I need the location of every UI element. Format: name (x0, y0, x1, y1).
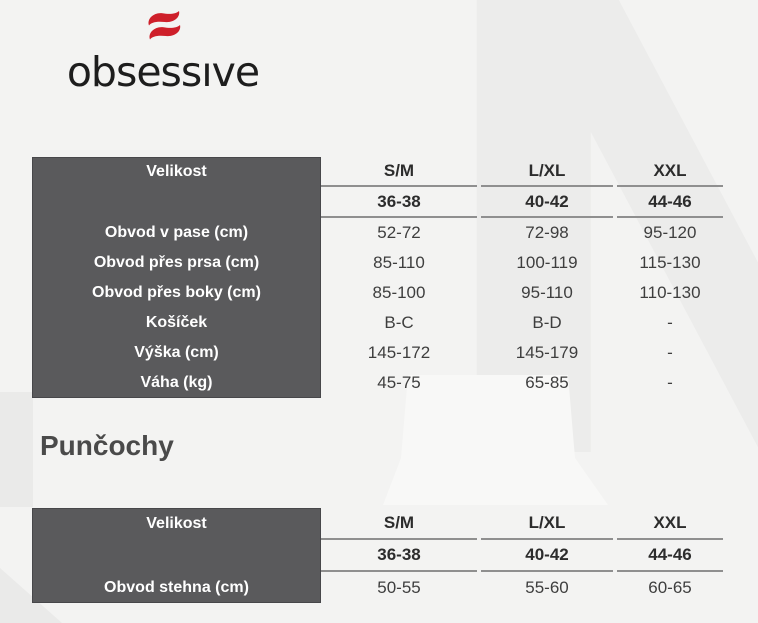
table-header-row: Velikost S/M L/XL XXL (32, 157, 723, 187)
value-sm: 50-55 (377, 577, 421, 597)
row-label: Obvod v pase (cm) (104, 224, 249, 241)
size-number-xxl: 44-46 (617, 540, 723, 572)
table2-header-label: Velikost (146, 515, 207, 532)
value-xxl: 110-130 (639, 283, 701, 302)
size-number-xxl: 44-46 (617, 187, 723, 218)
value-lxl: 72-98 (525, 223, 569, 242)
value-lxl: 95-110 (521, 283, 573, 302)
row-label: Výška (cm) (134, 344, 219, 361)
table-row-waist: Obvod v pase (cm) 52-72 72-98 95-120 (32, 218, 723, 248)
size-header-lxl: L/XL (481, 157, 613, 187)
size-number-sm: 36-38 (321, 187, 477, 218)
size-header-sm: S/M (321, 508, 477, 540)
main-size-table: Velikost S/M L/XL XXL 36-38 40-42 44-46 … (32, 157, 723, 398)
brand-flame-icon (148, 11, 181, 40)
size-number-sm: 36-38 (321, 540, 477, 572)
value-sm: 85-110 (373, 253, 425, 272)
size-header-xxl: XXL (617, 157, 723, 187)
value-xxl: - (667, 373, 673, 392)
section-title-stockings: Punčochy (40, 430, 174, 461)
row-label: Váha (kg) (140, 374, 213, 391)
size-numbers-row: 36-38 40-42 44-46 (32, 540, 723, 572)
size-header-xxl: XXL (617, 508, 723, 540)
value-lxl: 100-119 (516, 253, 578, 272)
value-lxl: B-D (532, 313, 562, 332)
table2-label-column-background (32, 508, 321, 603)
size-header-lxl: L/XL (481, 508, 613, 540)
table-row-hips: Obvod přes boky (cm) 85-100 95-110 110-1… (32, 278, 723, 308)
brand-wordmark: obsessıve (66, 48, 260, 96)
table-header-row: Velikost S/M L/XL XXL (32, 508, 723, 540)
table-row-cup: Košíček B-C B-D - (32, 308, 723, 338)
size-numbers-row: 36-38 40-42 44-46 (32, 187, 723, 218)
value-xxl: - (667, 313, 673, 332)
table1-label-column-background (32, 157, 321, 398)
row-label: Obvod stehna (cm) (104, 578, 249, 596)
row-label: Košíček (145, 314, 208, 331)
value-xxl: - (667, 343, 673, 362)
table-row-weight: Váha (kg) 45-75 65-85 - (32, 368, 723, 398)
value-sm: 145-172 (367, 343, 431, 362)
value-sm: 52-72 (377, 223, 421, 242)
table-row-thigh: Obvod stehna (cm) 50-55 55-60 60-65 (32, 572, 723, 603)
value-lxl: 55-60 (525, 577, 569, 597)
value-sm: 85-100 (372, 283, 426, 302)
table1-header-label: Velikost (146, 163, 207, 180)
row-label: Obvod přes prsa (cm) (93, 254, 260, 271)
value-xxl: 95-120 (643, 223, 697, 242)
table-row-height: Výška (cm) 145-172 145-179 - (32, 338, 723, 368)
value-lxl: 145-179 (515, 343, 579, 362)
size-header-sm: S/M (321, 157, 477, 187)
value-xxl: 115-130 (639, 253, 701, 272)
row-label: Obvod přes boky (cm) (92, 284, 261, 301)
size-number-lxl: 40-42 (481, 540, 613, 572)
table-row-bust: Obvod přes prsa (cm) 85-110 100-119 115-… (32, 248, 723, 278)
value-xxl: 60-65 (648, 577, 692, 597)
brand-logo: obsessıve (50, 8, 276, 118)
value-sm: 45-75 (377, 373, 421, 392)
value-lxl: 65-85 (525, 373, 569, 392)
size-number-lxl: 40-42 (481, 187, 613, 218)
stockings-size-table: Velikost S/M L/XL XXL 36-38 40-42 44-46 … (32, 508, 723, 603)
value-sm: B-C (384, 313, 414, 332)
